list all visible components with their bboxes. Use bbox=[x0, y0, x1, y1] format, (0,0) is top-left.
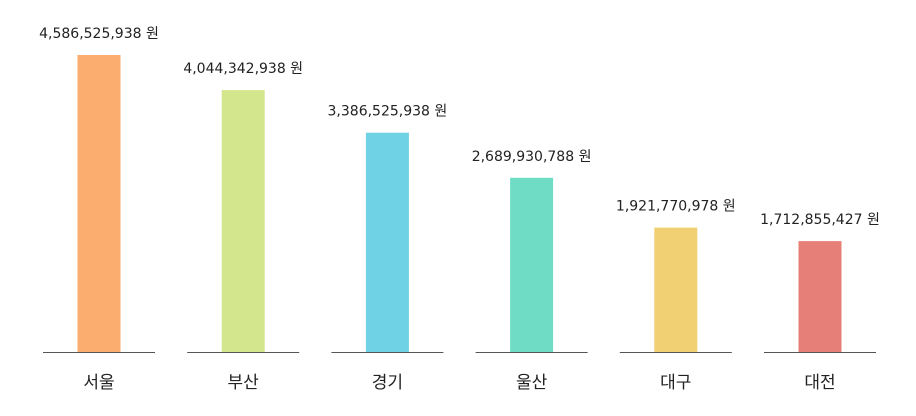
value-label-5: 1,921,770,978 원 bbox=[616, 199, 736, 215]
bar-2 bbox=[221, 90, 265, 352]
category-label-2: 부산 bbox=[228, 373, 260, 393]
value-label-1: 4,586,525,938 원 bbox=[39, 26, 159, 42]
bar-1 bbox=[77, 55, 121, 352]
category-labels-layer: 서울 부산 경기 울산 대구 대전 bbox=[83, 373, 835, 393]
category-label-1: 서울 bbox=[83, 373, 114, 393]
category-label-3: 경기 bbox=[372, 373, 403, 393]
value-label-3: 3,386,525,938 원 bbox=[328, 104, 448, 120]
category-label-6: 대전 bbox=[804, 373, 835, 393]
bar-5 bbox=[654, 227, 698, 352]
value-label-4: 2,689,930,788 원 bbox=[472, 149, 592, 165]
value-label-6: 1,712,855,427 원 bbox=[760, 212, 880, 228]
category-label-5: 대구 bbox=[660, 373, 691, 393]
bars-layer bbox=[77, 55, 842, 352]
category-label-4: 울산 bbox=[516, 373, 548, 393]
bar-6 bbox=[798, 241, 842, 352]
bar-4 bbox=[510, 177, 554, 352]
value-labels-layer: 4,586,525,938 원 4,044,342,938 원 3,386,525,… bbox=[39, 26, 880, 228]
value-label-2: 4,044,342,938 원 bbox=[183, 61, 303, 77]
bar-3 bbox=[365, 132, 409, 352]
